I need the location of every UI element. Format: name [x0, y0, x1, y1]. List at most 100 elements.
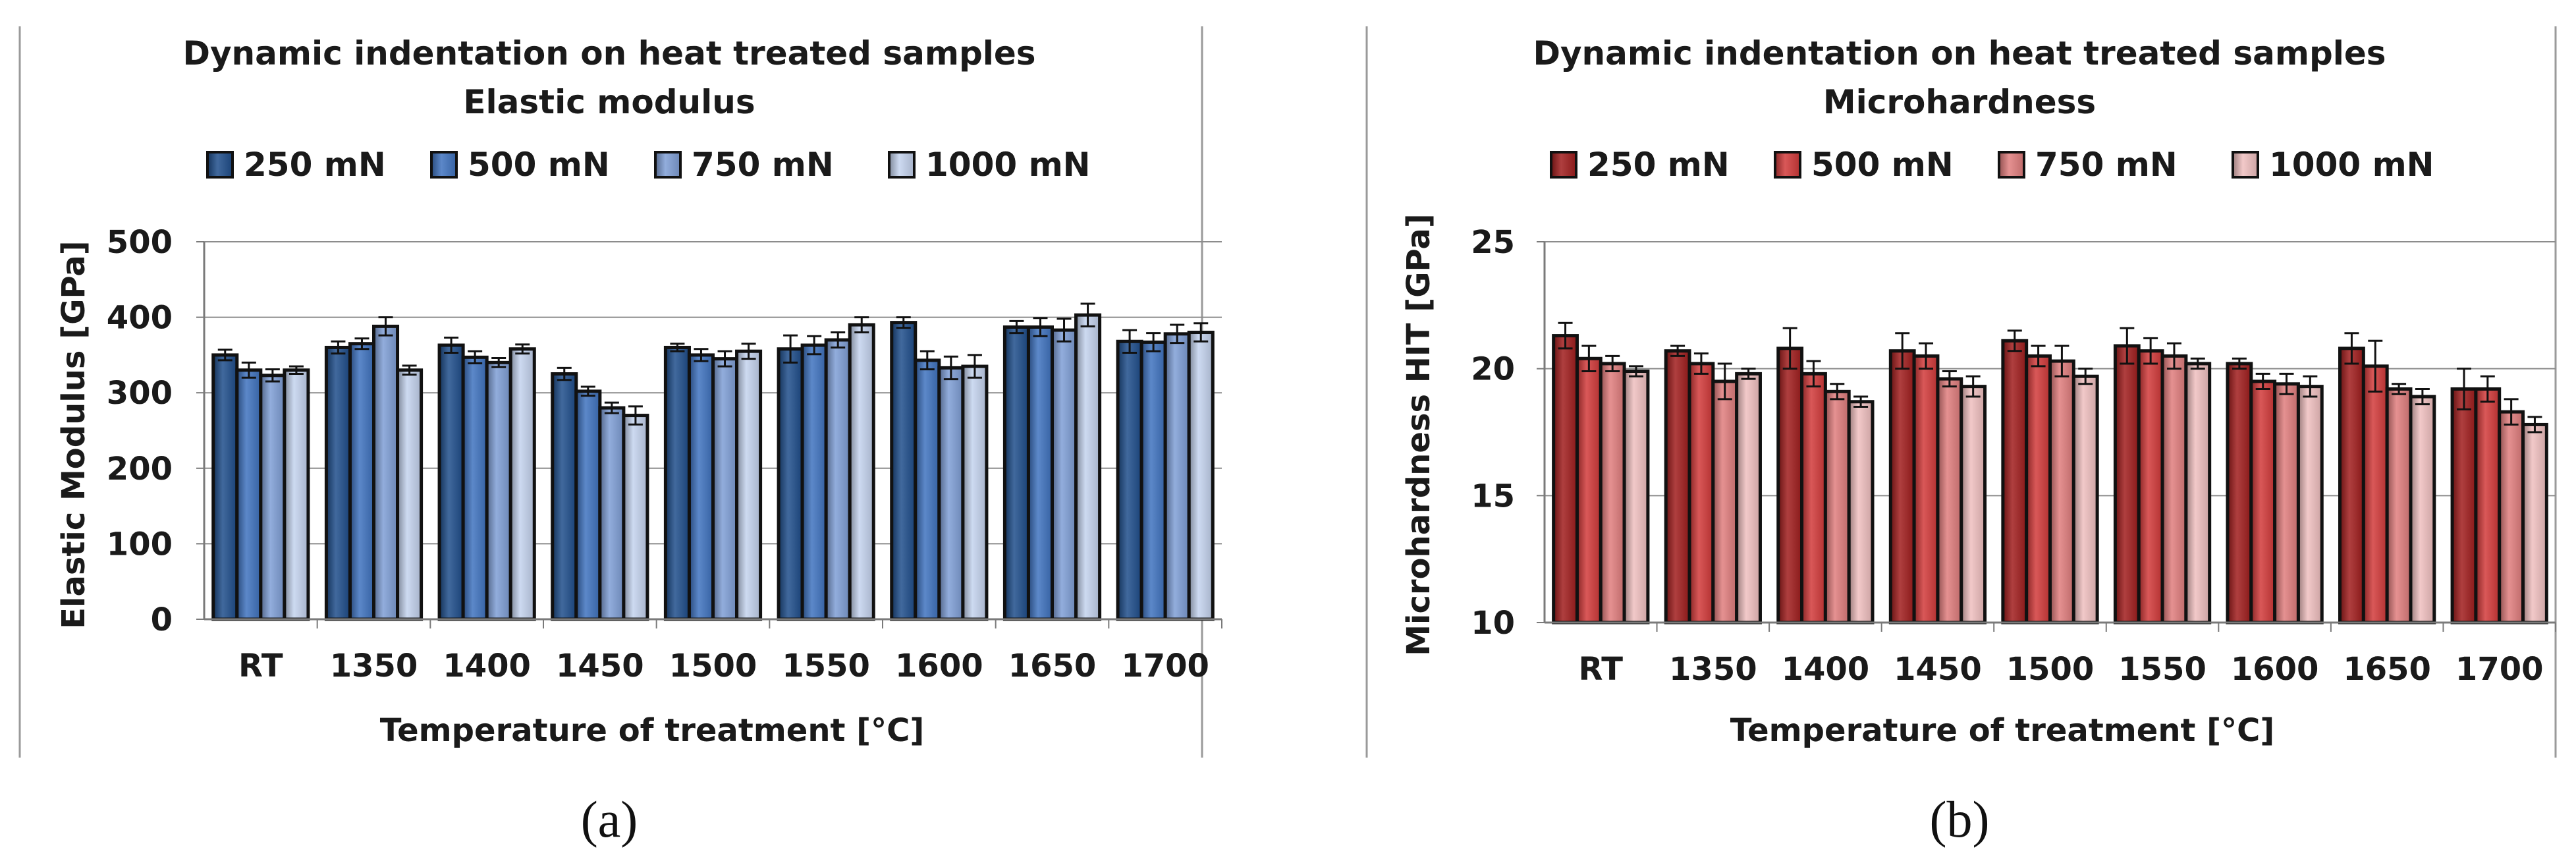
- bar-1000mn-1700: [1187, 331, 1215, 621]
- bar-750mn-1350: [372, 324, 400, 621]
- error-bar: [1581, 345, 1597, 373]
- bar-500mn-1350: [348, 342, 376, 621]
- error-bar: [217, 348, 233, 362]
- legend-label: 750 mN: [2035, 146, 2178, 184]
- legend-item-1000mn: 1000 mN: [2232, 146, 2434, 184]
- chart-b-axes: 10 15 20 25 RT 1350 1400 1450 1500 1550 1600 1650 17…: [1471, 224, 2556, 688]
- bar-1000mn-1500: [735, 349, 763, 621]
- error-bar: [2232, 357, 2247, 370]
- x-tick-label: RT: [1579, 651, 1624, 688]
- error-bar: [1122, 329, 1137, 354]
- y-tick-label: 100: [107, 526, 173, 563]
- legend-label: 500 mN: [1811, 146, 1954, 184]
- error-bar: [2190, 357, 2205, 370]
- error-bar: [1830, 383, 1845, 401]
- y-tick-label: 15: [1471, 478, 1515, 515]
- y-tick-label: 10: [1471, 605, 1515, 642]
- y-tick-label: 0: [151, 601, 173, 638]
- error-bar: [1670, 345, 1685, 357]
- bar-1000mn-1450: [622, 414, 649, 621]
- error-bar: [331, 340, 346, 355]
- bar-250mn-1350: [324, 345, 352, 621]
- x-tick-label: 1500: [2006, 651, 2095, 688]
- bar-250mn-1650: [2338, 347, 2365, 625]
- bar-750mn-1550: [2160, 354, 2188, 625]
- chart-a-ylabel: Elastic Modulus [GPa]: [55, 240, 92, 629]
- x-tick-label: 1400: [1782, 651, 1870, 688]
- legend-swatch: [1774, 151, 1801, 179]
- x-tick-label: 1650: [2343, 651, 2431, 688]
- bar-1000mn-rt: [1622, 370, 1650, 625]
- x-tick-label: 1350: [330, 648, 418, 684]
- x-tick-label: 1600: [2231, 651, 2319, 688]
- bar-1000mn-1650: [1074, 313, 1102, 621]
- y-tick-label: 500: [107, 224, 173, 261]
- x-tick-label: 1700: [1121, 648, 1209, 684]
- error-bar: [2480, 375, 2495, 403]
- y-tick-label: 300: [107, 375, 173, 412]
- y-tick-label: 20: [1471, 351, 1515, 388]
- chart-b-xlabel: Temperature of treatment [°C]: [1730, 712, 2275, 749]
- legend-swatch: [430, 151, 458, 179]
- error-bar: [1806, 360, 1821, 388]
- bar-750mn-1550: [824, 338, 852, 621]
- legend-label: 750 mN: [692, 146, 834, 184]
- bar-750mn-1350: [1711, 379, 1739, 625]
- bar-750mn-1400: [485, 360, 512, 621]
- bar-1000mn-1700: [2521, 422, 2548, 625]
- bar-500mn-1550: [800, 343, 828, 621]
- legend-item-250mn: 250 mN: [206, 146, 386, 184]
- bar-1000mn-1350: [396, 368, 424, 621]
- bar-750mn-1600: [937, 366, 965, 621]
- chart-a-title: Dynamic indentation on heat treated samp…: [182, 34, 1035, 72]
- bar-750mn-1600: [2273, 382, 2300, 625]
- error-bar: [241, 361, 256, 379]
- bar-1000mn-1600: [961, 364, 989, 621]
- legend-swatch: [888, 151, 916, 179]
- bar-500mn-1450: [574, 389, 602, 621]
- error-bar: [1033, 317, 1048, 337]
- legend-swatch: [654, 151, 682, 179]
- error-bar: [1629, 365, 1644, 377]
- legend-swatch: [206, 151, 234, 179]
- error-bar: [2143, 337, 2158, 365]
- legend-item-250mn: 250 mN: [1550, 146, 1730, 184]
- error-bar: [265, 368, 280, 383]
- chart-a-axes: 0 100 200 300 400 500 RT 1350 1400 1450 1500 1550 16…: [107, 224, 1222, 684]
- legend-swatch: [1998, 151, 2025, 179]
- legend-label: 250 mN: [1587, 146, 1730, 184]
- bar-500mn-1700: [1139, 340, 1167, 621]
- error-bar: [1853, 395, 1869, 408]
- chart-b-ylabel: Microhardness HIT [GPa]: [1400, 213, 1437, 656]
- error-bar: [2255, 372, 2270, 390]
- error-bar: [1895, 332, 1910, 370]
- chart-a-bars: [211, 302, 1215, 621]
- chart-b-subtitle: Microhardness: [1823, 83, 2096, 121]
- error-bar: [2392, 383, 2407, 395]
- y-tick-label: 400: [107, 300, 173, 337]
- error-bar: [354, 337, 370, 350]
- bar-500mn-1400: [461, 355, 489, 621]
- x-tick-label: 1600: [895, 648, 983, 684]
- y-tick-label: 200: [107, 451, 173, 487]
- error-bar: [694, 348, 709, 362]
- legend-label: 1000 mN: [925, 146, 1091, 184]
- panel-label-b: (b): [1930, 791, 1990, 848]
- legend-swatch: [1550, 151, 1577, 179]
- error-bar: [1146, 332, 1161, 352]
- bar-250mn-1550: [2113, 344, 2141, 625]
- error-bar: [444, 337, 459, 354]
- error-bar: [1919, 342, 1934, 370]
- error-bar: [1056, 318, 1072, 343]
- bar-750mn-1450: [598, 406, 626, 621]
- error-bar: [2120, 327, 2135, 365]
- chart-a-xlabel: Temperature of treatment [°C]: [380, 712, 925, 749]
- error-bar: [807, 335, 822, 356]
- y-tick-label: 25: [1471, 224, 1515, 261]
- bar-1000mn-1600: [2296, 385, 2324, 625]
- bar-750mn-1500: [2048, 359, 2075, 625]
- error-bar: [557, 366, 572, 381]
- error-bar: [831, 331, 846, 348]
- bar-500mn-1450: [1912, 354, 1940, 625]
- error-bar: [1009, 320, 1024, 335]
